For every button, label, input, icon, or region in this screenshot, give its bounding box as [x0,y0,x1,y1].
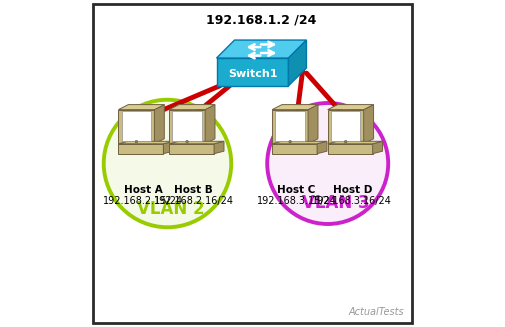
Circle shape [135,140,138,143]
Polygon shape [169,141,224,144]
Polygon shape [119,141,173,144]
Polygon shape [275,111,305,141]
Polygon shape [119,110,155,144]
Polygon shape [217,40,307,58]
Text: 192.168.1.2 /24: 192.168.1.2 /24 [207,14,317,27]
Text: ActualTests: ActualTests [349,307,405,317]
Polygon shape [205,105,215,144]
Text: Host D: Host D [333,185,372,195]
Polygon shape [119,144,164,154]
Polygon shape [272,105,318,110]
Polygon shape [214,141,224,154]
Circle shape [344,140,347,143]
Polygon shape [331,111,361,141]
Polygon shape [272,144,317,154]
Polygon shape [317,141,327,154]
Circle shape [186,140,188,143]
Polygon shape [328,110,364,144]
Polygon shape [328,105,374,110]
Polygon shape [122,111,151,141]
Circle shape [289,140,291,143]
Text: Host A: Host A [124,185,162,195]
Text: VLAN 2: VLAN 2 [137,200,205,218]
Circle shape [267,103,388,224]
Polygon shape [172,111,202,141]
Polygon shape [288,40,307,86]
Polygon shape [364,105,374,144]
Polygon shape [155,105,164,144]
Polygon shape [328,144,373,154]
Text: Switch1: Switch1 [228,69,277,78]
Polygon shape [164,141,173,154]
Text: 192.168.2.15/24: 192.168.2.15/24 [103,196,183,206]
Polygon shape [373,141,383,154]
Polygon shape [328,141,383,144]
Text: 192.168.2.16/24: 192.168.2.16/24 [154,196,234,206]
Polygon shape [169,105,215,110]
Polygon shape [169,110,205,144]
Text: 192.168.3.15/24: 192.168.3.15/24 [257,196,337,206]
Polygon shape [272,110,308,144]
Text: Host B: Host B [174,185,213,195]
Text: 192.168.3.16/24: 192.168.3.16/24 [312,196,392,206]
Polygon shape [308,105,318,144]
Polygon shape [169,144,214,154]
Polygon shape [272,141,327,144]
Polygon shape [119,105,164,110]
Circle shape [104,100,231,227]
Text: VLAN 3: VLAN 3 [302,194,370,212]
Text: Host C: Host C [277,185,316,195]
Polygon shape [217,58,288,86]
